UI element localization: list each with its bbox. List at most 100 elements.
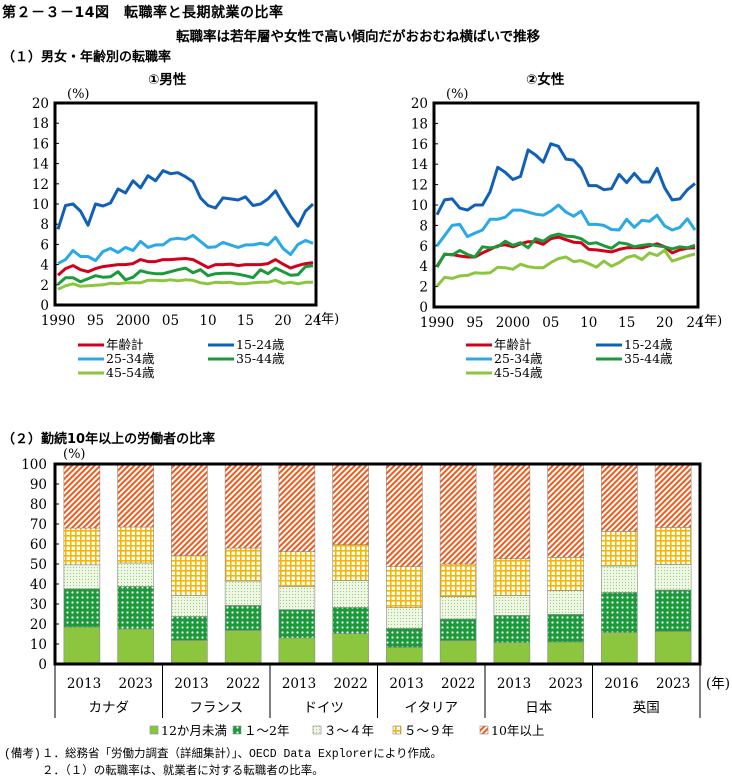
y-tick-label: 8 <box>40 217 49 233</box>
bar-segment-3 <box>171 595 208 617</box>
x-tick-label-year: 2013 <box>497 676 531 692</box>
y-tick-label: 16 <box>411 137 428 153</box>
bar-segment-3 <box>278 586 316 610</box>
bar-segment-1 <box>493 642 531 665</box>
x-tick-label-year: 2013 <box>389 676 423 692</box>
bar-segment-1 <box>601 632 638 665</box>
bar-segment-3 <box>439 596 477 620</box>
bar-segment-2 <box>654 589 692 632</box>
bar-segment-2 <box>171 616 208 641</box>
legend-label: 45-54歳 <box>106 365 155 380</box>
bar-segment-1 <box>439 640 477 665</box>
x-tick-label-year: 2013 <box>282 676 316 692</box>
y-tick-label: 16 <box>32 136 49 152</box>
bar-segment-5 <box>224 463 262 549</box>
bar-segment-2 <box>278 609 316 639</box>
series-line-1 <box>435 235 696 268</box>
y-tick-label: 80 <box>30 497 47 513</box>
bar-segment-1 <box>278 637 316 665</box>
bar-segment-1 <box>654 631 692 665</box>
y-tick-label: 2 <box>419 280 428 296</box>
bar-segment-3 <box>117 562 154 587</box>
y-tick-label: 6 <box>419 239 428 255</box>
bar-segment-4 <box>439 563 477 597</box>
y-tick-label: 8 <box>419 218 428 234</box>
y-tick-label: 12 <box>411 178 428 194</box>
note-line-1: １．総務省「労働力調査（詳細集計）」、OECD Data Explorerにより… <box>42 748 442 761</box>
bar-segment-1 <box>224 630 262 665</box>
series-line-4 <box>435 232 696 268</box>
legend-swatch <box>312 725 322 735</box>
bar-segment-5 <box>117 463 154 528</box>
x-tick-label: 15 <box>618 315 635 331</box>
y-axis-unit-label: (%) <box>446 87 469 102</box>
bar-segment-1 <box>117 628 154 665</box>
bar-segment-4 <box>547 557 584 591</box>
legend-swatch <box>149 725 159 735</box>
legend-swatch <box>392 725 402 735</box>
bar-segment-4 <box>224 547 262 582</box>
legend-label: 15-24歳 <box>624 337 673 352</box>
plot-area-frame <box>53 101 318 307</box>
x-tick-label: 05 <box>162 313 179 329</box>
bar-segment-5 <box>547 463 584 558</box>
x-axis-unit-label: (年) <box>316 312 339 327</box>
y-tick-label: 18 <box>411 116 428 132</box>
series-line-2 <box>435 142 696 216</box>
x-group-label: ドイツ <box>304 700 345 716</box>
y-tick-label: 2 <box>40 278 49 294</box>
legend-swatch <box>232 725 242 735</box>
series-line-1 <box>57 257 314 277</box>
y-tick-label: 20 <box>30 617 47 633</box>
stacked-bar-chart: (%) 0 10 20 30 40 50 60 70 80 90 100 2013 2023 カナダ 2013… <box>21 447 730 738</box>
x-tick-label-year: 2023 <box>118 676 152 692</box>
y-tick-label: 20 <box>411 96 428 112</box>
bar-segment-3 <box>601 565 638 593</box>
x-tick-label: 10 <box>580 315 597 331</box>
bar-segment-2 <box>493 615 531 643</box>
legend-label: １～2年 <box>244 723 289 738</box>
y-tick-label: 10 <box>411 198 428 214</box>
x-group-label: フランス <box>189 700 243 716</box>
x-tick-label-year: 2013 <box>174 676 208 692</box>
x-tick-label: 15 <box>237 313 254 329</box>
x-tick-label-year: 2022 <box>441 676 475 692</box>
x-axis-unit-label: (年) <box>699 314 722 329</box>
x-group-label: 英国 <box>633 699 660 716</box>
x-tick-label: 95 <box>466 315 483 331</box>
male-chart-title: ①男性 <box>148 72 187 88</box>
y-tick-label: 14 <box>32 157 49 173</box>
y-tick-label: 30 <box>30 597 47 613</box>
bar-segment-4 <box>386 566 423 608</box>
legend-label: 12か月未満 <box>161 723 227 738</box>
x-tick-label: 95 <box>87 313 104 329</box>
figure-subtitle: 転職率は若年層や女性で高い傾向だがおおむね横ばいで推移 <box>176 29 541 45</box>
bar-segment-2 <box>547 614 584 643</box>
y-tick-label: 14 <box>411 157 428 173</box>
x-tick-label-year: 2013 <box>67 676 101 692</box>
bar-segment-3 <box>493 595 531 616</box>
x-tick-label: 1990 <box>420 315 454 331</box>
note-line-2: ２．（１）の転職率は、就業者に対する転職者の比率。 <box>42 765 324 778</box>
y-tick-label: 18 <box>32 116 49 132</box>
bar-segment-1 <box>332 633 369 665</box>
bar-segment-1 <box>171 640 208 665</box>
bar-segment-4 <box>654 527 692 565</box>
x-tick-label-year: 2022 <box>226 676 260 692</box>
bar-segment-5 <box>601 463 638 532</box>
bar-segment-4 <box>332 544 369 581</box>
y-tick-label: 70 <box>30 517 47 533</box>
figure-title: 第２－３－14図 転職率と長期就業の比率 <box>2 5 284 21</box>
y-axis-unit-label: (%) <box>63 447 86 462</box>
series-line-2 <box>56 169 315 230</box>
x-tick-label: 10 <box>199 313 216 329</box>
legend-label: 10年以上 <box>491 723 544 738</box>
bar-segment-2 <box>601 592 638 633</box>
bar-segment-4 <box>117 526 154 564</box>
bar-segment-5 <box>171 463 208 556</box>
bar-segment-2 <box>386 628 423 648</box>
y-tick-label: 6 <box>40 237 49 253</box>
bar-segment-4 <box>601 531 638 567</box>
y-tick-label: 10 <box>30 637 47 653</box>
